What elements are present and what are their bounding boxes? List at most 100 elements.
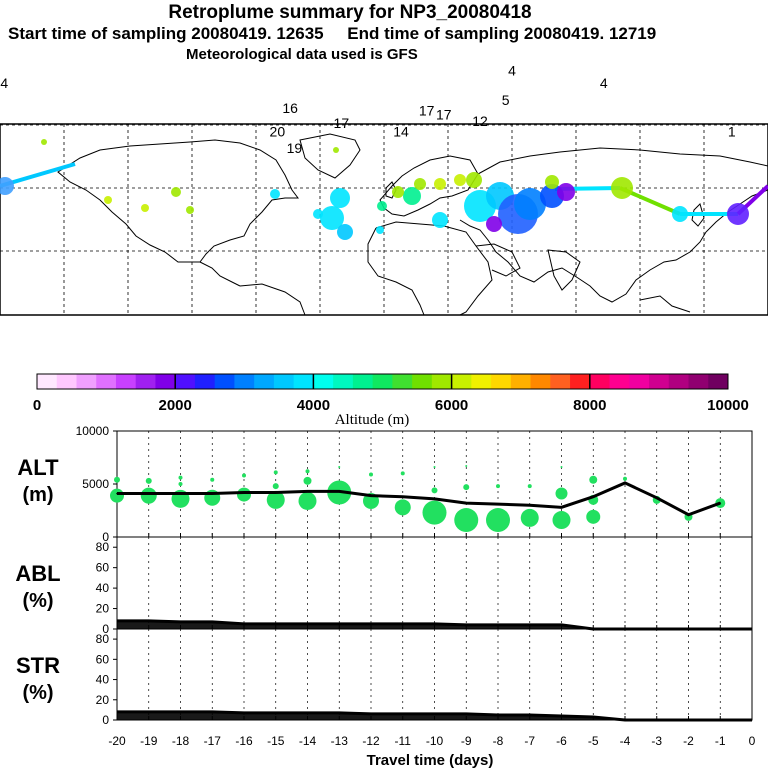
altitude-bubble <box>527 484 532 489</box>
altitude-bubble <box>266 490 285 509</box>
altitude-bubble <box>486 508 510 533</box>
altitude-bubble <box>242 473 246 478</box>
x-tick-labels: -20 -19 -18 -17 -16 -15 -14 -13 -12 -11 -10 -9 -8 -7-… <box>108 734 755 748</box>
plume-day-label: 14 <box>393 123 409 139</box>
y-tick-label: 20 <box>96 693 110 707</box>
plume-cluster <box>414 178 426 190</box>
series-point <box>719 502 722 504</box>
colorbar-swatch <box>135 374 156 389</box>
altitude-bubble <box>454 508 479 533</box>
plume-cluster <box>104 196 112 204</box>
plume-day-label: 20 <box>270 123 286 139</box>
colorbar-tick-label: 8000 <box>573 397 606 414</box>
y-tick-label: 0 <box>102 713 109 727</box>
y-tick-label: 60 <box>96 561 110 575</box>
x-tick-label: -6 <box>556 734 567 748</box>
plume-day-label: 1 <box>728 123 736 139</box>
altitude-bubble <box>237 487 251 502</box>
x-tick-label: -16 <box>235 734 253 748</box>
plume-cluster <box>41 139 47 145</box>
altitude-colorbar: 0 2000 4000 6000 8000 10000 <box>33 373 749 414</box>
plume-day-label: 4 <box>508 62 516 78</box>
plume-day-label: 17 <box>419 102 435 118</box>
colorbar-swatch <box>649 374 670 389</box>
series-line <box>117 481 721 517</box>
x-axis-label: Travel time (days) <box>367 752 494 768</box>
altitude-bubble <box>555 487 568 500</box>
plume-cluster <box>545 175 559 189</box>
y-tick-label: 5000 <box>82 477 109 491</box>
colorbar-tick-label: 2000 <box>159 397 192 414</box>
plume-cluster <box>333 147 339 153</box>
altitude-bubble <box>586 509 601 524</box>
plume-cluster <box>377 201 387 211</box>
colorbar-swatch <box>254 374 275 389</box>
altitude-bubble <box>338 466 341 469</box>
plume-cluster <box>672 206 688 222</box>
plume-cluster <box>434 178 446 190</box>
start-time: Start time of sampling 20080419. 12635 <box>8 24 324 43</box>
series-point <box>528 504 531 507</box>
series-point <box>497 503 499 505</box>
plume-cluster <box>466 172 482 188</box>
y-tick-label: 0 <box>102 622 109 636</box>
x-tick-label: -3 <box>651 734 662 748</box>
series-line <box>117 710 752 722</box>
colorbar-swatch <box>668 374 690 389</box>
altitude-bubble <box>465 464 468 467</box>
y-tick-label: 0 <box>102 530 109 544</box>
y-tick-label: 10000 <box>76 424 110 438</box>
colorbar-swatch <box>234 374 255 389</box>
colorbar-swatch <box>510 374 532 389</box>
colorbar-swatch <box>155 374 176 389</box>
colorbar-swatch <box>273 374 295 389</box>
plume-cluster <box>330 188 350 208</box>
colorbar-swatch <box>629 374 650 389</box>
colorbar-swatch <box>412 374 433 389</box>
panel-abl: 0 20 40 60 80 ABL (%) <box>15 536 753 636</box>
plume-cluster <box>514 188 546 220</box>
series-point <box>370 494 372 497</box>
plume-day-label: 4 <box>600 75 608 91</box>
plume-cluster <box>403 187 421 205</box>
plume-day-label: 12 <box>472 113 488 129</box>
colorbar-swatch <box>194 374 216 389</box>
series-point <box>687 513 690 516</box>
plume-cluster <box>727 203 749 225</box>
series-point <box>147 492 150 495</box>
x-tick-label: -1 <box>715 734 726 748</box>
x-tick-label: 0 <box>749 734 756 748</box>
colorbar-swatch <box>570 374 591 389</box>
colorbar-swatch <box>333 374 354 389</box>
panel-label: ALT <box>17 455 59 480</box>
altitude-bubble <box>552 511 571 530</box>
y-tick-label: 80 <box>96 632 110 646</box>
altitude-bubble <box>496 484 500 489</box>
series-point <box>179 492 182 495</box>
x-tick-label: -20 <box>108 734 126 748</box>
plume-cluster <box>454 174 466 186</box>
panel-unit: (%) <box>22 682 53 704</box>
plume-day-label: 19 <box>287 140 303 156</box>
x-tick-label: -17 <box>204 734 222 748</box>
series-point <box>243 491 245 494</box>
series-point <box>211 492 214 495</box>
colorbar-swatch <box>530 374 551 389</box>
plume-cluster <box>432 212 448 228</box>
x-tick-label: -19 <box>140 734 158 748</box>
colorbar-swatch <box>491 374 512 389</box>
colorbar-frame <box>36 373 729 390</box>
plume-cluster <box>611 177 633 199</box>
plume-cluster <box>486 216 502 232</box>
altitude-bubble <box>305 469 310 474</box>
altitude-bubble <box>520 508 539 527</box>
altitude-bubble <box>623 476 627 481</box>
plume-cluster <box>337 224 353 240</box>
altitude-bubble <box>210 477 215 482</box>
met-data-note: Meteorological data used is GFS <box>186 46 418 63</box>
x-tick-label: -9 <box>461 734 472 748</box>
altitude-bubble <box>560 466 563 469</box>
map-gridlines <box>0 124 768 315</box>
colorbar-tick-label: 10000 <box>707 397 749 414</box>
